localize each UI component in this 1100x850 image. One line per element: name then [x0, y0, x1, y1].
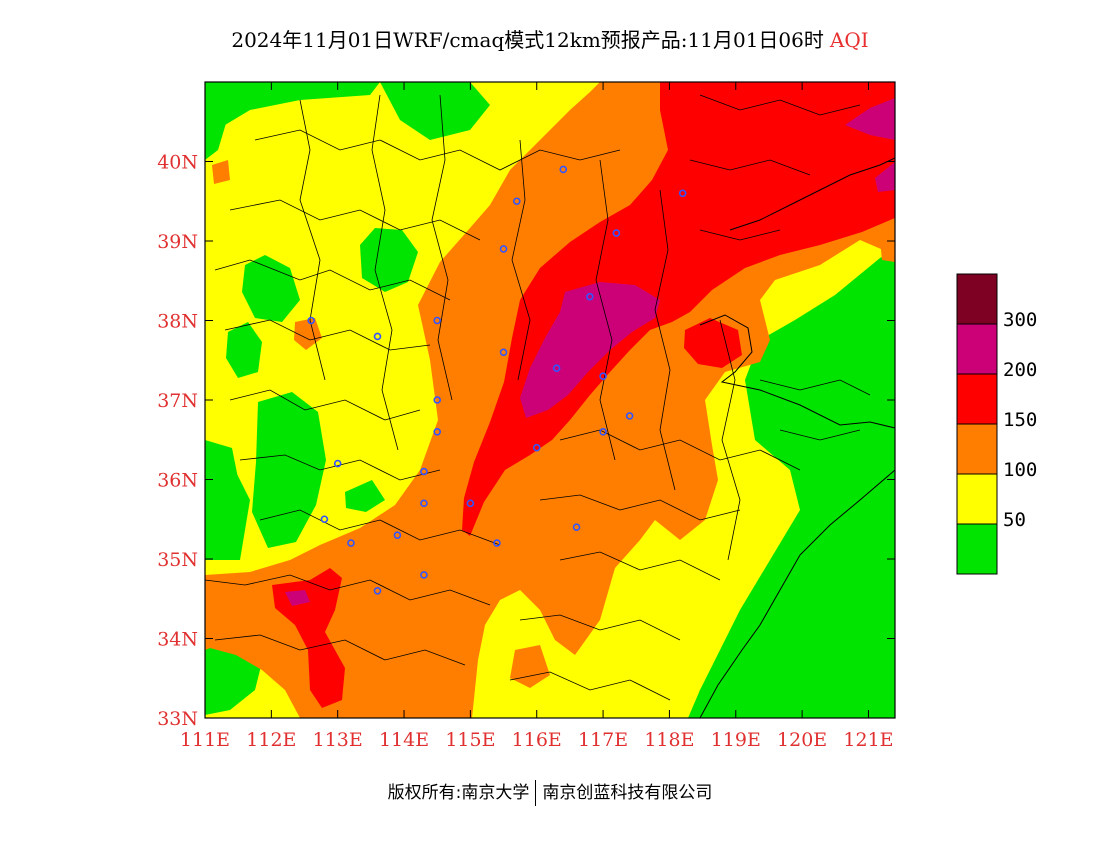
- x-tick-label: 114E: [379, 729, 429, 751]
- city-marker: [612, 229, 621, 237]
- aqi-band-good-patch: [345, 480, 385, 512]
- aqi-band-good-patch: [205, 440, 240, 500]
- colorbar-swatch: [956, 323, 998, 375]
- city-marker: [499, 348, 508, 357]
- city-marker: [333, 459, 342, 468]
- aqi-band-unhealthy-patch: [272, 568, 345, 708]
- aqi-field: [205, 82, 895, 718]
- aqi-band-unhealthy-patch: [684, 318, 742, 368]
- city-marker: [320, 515, 329, 524]
- aqi-band-good-patch: [226, 322, 262, 378]
- y-tick-label: 37N: [157, 390, 198, 412]
- y-tick-label: 40N: [157, 152, 198, 174]
- x-tick-label: 111E: [180, 729, 230, 751]
- county-boundaries: [205, 94, 871, 701]
- colorbar-swatch: [956, 473, 998, 525]
- copyright-right: 南京创蓝科技有限公司: [542, 783, 713, 803]
- aqi-band-sensitive-patch: [880, 230, 895, 262]
- city-marker: [559, 165, 568, 174]
- city-marker: [373, 586, 382, 595]
- footer: 版权所有:南京大学 南京创蓝科技有限公司: [0, 778, 1100, 806]
- y-tick-label: 39N: [157, 231, 198, 253]
- aqi-band-sensitive-patch: [510, 645, 550, 688]
- y-tick-label: 34N: [157, 629, 198, 651]
- city-marker: [513, 197, 521, 206]
- x-tick-label: 115E: [445, 729, 495, 751]
- x-tick-label: 112E: [246, 729, 296, 751]
- aqi-band-sensitive-patch: [294, 318, 322, 350]
- city-marker: [586, 292, 594, 301]
- city-markers: [307, 165, 687, 595]
- x-tick-label: 120E: [777, 729, 827, 751]
- aqi-band-good-patch: [252, 392, 326, 548]
- aqi-band-good-patch: [360, 228, 418, 292]
- aqi-band-good-patch: [835, 272, 895, 380]
- city-marker: [420, 571, 428, 579]
- x-tick-label: 117E: [578, 729, 628, 751]
- city-marker: [678, 189, 687, 198]
- colorbar-label: 50: [1003, 509, 1026, 531]
- x-tick-label: 113E: [313, 729, 363, 751]
- coastline: [699, 157, 895, 718]
- y-tick-label: 33N: [157, 708, 198, 730]
- colorbar-swatch: [956, 273, 998, 325]
- city-marker: [499, 245, 508, 253]
- colorbar-label: 300: [1003, 309, 1037, 331]
- city-marker: [433, 427, 442, 436]
- city-marker: [625, 412, 634, 420]
- aqi-band-very-unhealthy: [520, 282, 660, 418]
- footer-separator: [535, 780, 537, 806]
- colorbar-label: 100: [1003, 459, 1037, 481]
- city-marker: [433, 396, 442, 404]
- aqi-band-good-patch: [205, 82, 380, 140]
- city-marker: [532, 443, 541, 452]
- colorbar-swatch: [956, 523, 998, 575]
- aqi-band-very-unhealthy-patch: [285, 590, 310, 606]
- title-variable: AQI: [829, 28, 869, 52]
- x-tick-label: 118E: [644, 729, 694, 751]
- aqi-colorbar: 50 100 150 200 300: [956, 273, 1037, 575]
- aqi-band-good-patch: [380, 82, 490, 140]
- colorbar-label: 150: [1003, 409, 1037, 431]
- city-marker: [599, 372, 607, 380]
- page-title: 2024年11月01日WRF/cmaq模式12km预报产品:11月01日06时 A…: [0, 24, 1100, 53]
- city-marker: [493, 539, 501, 547]
- y-tick-label: 35N: [157, 549, 198, 571]
- city-marker: [420, 467, 428, 476]
- y-axis: 33N 34N 35N 36N 37N 38N 39N 40N: [157, 152, 895, 730]
- colorbar-swatch: [956, 373, 998, 425]
- aqi-band-sensitive-patch: [212, 160, 230, 184]
- aqi-band-very-unhealthy-patch: [875, 162, 895, 192]
- copyright-left: 版权所有:南京大学: [387, 783, 530, 803]
- city-marker: [433, 316, 442, 325]
- city-marker: [552, 364, 561, 373]
- aqi-band-very-unhealthy-patch: [845, 98, 895, 140]
- city-marker: [307, 316, 315, 325]
- city-marker: [420, 499, 428, 508]
- y-tick-label: 36N: [157, 470, 198, 492]
- title-text: 2024年11月01日WRF/cmaq模式12km预报产品:11月01日06时: [231, 28, 824, 52]
- city-marker: [599, 427, 607, 436]
- x-tick-label: 119E: [711, 729, 761, 751]
- x-tick-label: 116E: [512, 729, 562, 751]
- city-marker: [373, 332, 382, 341]
- aqi-band-good-patch: [688, 480, 895, 718]
- colorbar-label: 200: [1003, 359, 1037, 381]
- city-marker: [347, 539, 355, 547]
- y-tick-label: 38N: [157, 311, 198, 333]
- city-marker: [466, 499, 475, 508]
- aqi-band-unhealthy: [462, 82, 895, 536]
- city-marker: [572, 523, 581, 532]
- x-axis: 111E 112E 113E 114E 115E 116E 117E 118E 119E 120E…: [180, 82, 894, 751]
- city-marker: [393, 531, 402, 539]
- colorbar-swatch: [956, 423, 998, 475]
- aqi-band-good-patch: [242, 255, 300, 322]
- x-tick-label: 121E: [843, 729, 893, 751]
